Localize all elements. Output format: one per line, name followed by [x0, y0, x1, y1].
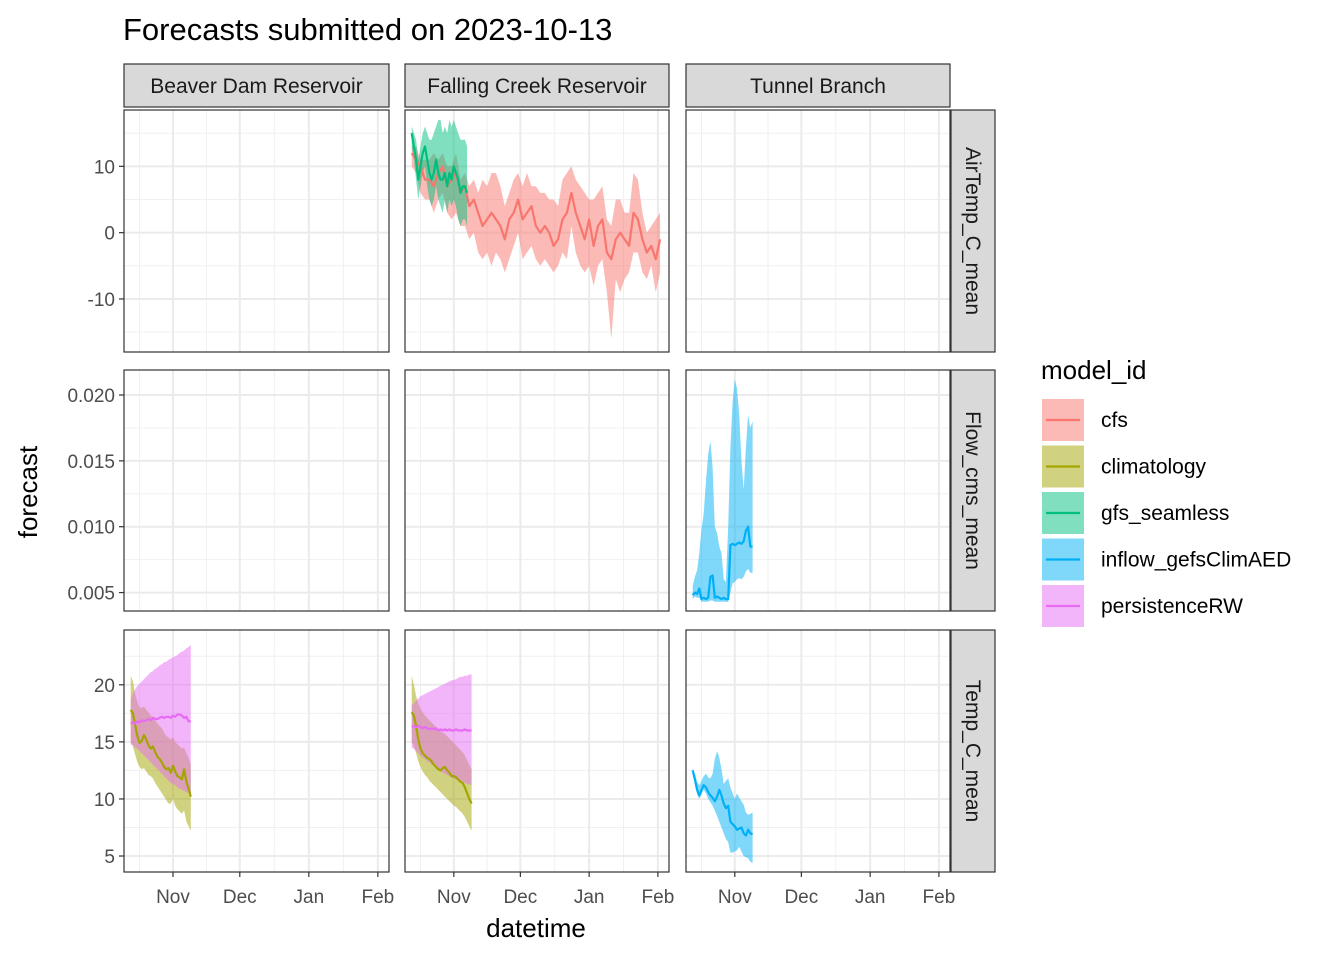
x-axis-title: datetime — [486, 913, 586, 943]
ribbon-persistencerw — [130, 644, 191, 795]
facet-strip-label: AirTemp_C_mean — [961, 147, 984, 315]
panel-border — [404, 369, 670, 612]
legend-item-persistencerw: persistenceRW — [1042, 585, 1243, 627]
y-tick-label: 10 — [94, 157, 115, 178]
panel-data — [129, 644, 192, 831]
ribbon-inflow-gefsclimaed — [692, 379, 753, 602]
facet-strip-beaver-dam-reservoir — [123, 63, 390, 108]
panel-border — [685, 109, 951, 353]
line-gfs-seamless — [410, 133, 469, 194]
panel-border — [685, 629, 951, 873]
panel-beaver-dam-reservoir-flow-cms-mean: 0.005 0.010 0.015 0.020 — [67, 369, 390, 612]
panel-background — [686, 110, 950, 352]
facet-panels: Beaver Dam Reservoir Falling Creek Reserv… — [67, 63, 996, 908]
facet-strip-label: Beaver Dam Reservoir — [150, 75, 362, 98]
panel-data — [691, 379, 753, 602]
panel-border — [404, 109, 670, 353]
gridlines — [124, 370, 389, 611]
facet-strip-falling-creek-reservoir — [404, 63, 670, 108]
legend: model_id cfs climatology gfs_seamlessinflo… — [1041, 355, 1291, 627]
panel-border — [685, 369, 951, 612]
y-tick-label: 0 — [104, 224, 115, 245]
x-tick-label: Nov — [156, 887, 190, 908]
line-persistencerw — [130, 713, 191, 725]
line-climatology — [410, 711, 473, 804]
panel-beaver-dam-reservoir-airtemp-c-mean: -10 0 10 — [88, 109, 390, 353]
x-tick-label: Dec — [223, 887, 257, 908]
gridlines — [124, 110, 389, 352]
line-inflow-gefsclimaed — [691, 525, 753, 601]
x-tick-label: Dec — [784, 887, 818, 908]
legend-item-cfs: cfs — [1042, 399, 1128, 441]
gridlines — [686, 110, 950, 352]
legend-item-climatology: climatology — [1042, 445, 1207, 488]
legend-label: climatology — [1101, 456, 1207, 479]
line-persistencerw — [411, 724, 472, 732]
x-tick-label: Feb — [923, 887, 956, 908]
panel-border — [123, 369, 390, 612]
panel-data — [410, 119, 662, 339]
x-tick-label: Feb — [361, 887, 394, 908]
panel-border — [404, 629, 670, 873]
gridlines — [405, 370, 669, 611]
y-tick-label: -10 — [88, 290, 115, 311]
y-tick-label: 20 — [94, 676, 115, 697]
panel-border — [123, 109, 390, 353]
panel-data — [691, 751, 754, 863]
x-tick-label: Dec — [503, 887, 537, 908]
panel-background — [124, 110, 389, 352]
panel-falling-creek-reservoir-temp-c-mean: Nov Dec Jan Feb — [404, 629, 675, 908]
line-inflow-gefsclimaed — [691, 770, 754, 837]
y-tick-label: 0.005 — [67, 584, 115, 605]
chart-title: Forecasts submitted on 2023-10-13 — [123, 12, 612, 47]
legend-label: persistenceRW — [1101, 595, 1243, 618]
panel-data — [410, 674, 473, 831]
facet-strip-temp-c-mean — [950, 629, 996, 873]
legend-title: model_id — [1041, 355, 1147, 385]
x-tick-label: Feb — [642, 887, 675, 908]
x-tick-label: Jan — [574, 887, 605, 908]
panel-tunnel-branch-temp-c-mean: Nov Dec Jan Feb — [685, 629, 956, 908]
y-tick-label: 5 — [104, 847, 115, 868]
facet-strip-label: Falling Creek Reservoir — [427, 75, 646, 98]
legend-label: inflow_gefsClimAED — [1101, 549, 1291, 572]
panel-tunnel-branch-flow-cms-mean — [685, 369, 951, 612]
panel-background — [124, 370, 389, 611]
panel-border — [123, 629, 390, 873]
y-tick-label: 15 — [94, 733, 115, 754]
facet-strip-tunnel-branch — [685, 63, 951, 108]
ribbon-inflow-gefsclimaed — [692, 751, 753, 863]
y-tick-label: 0.010 — [67, 518, 115, 539]
panel-falling-creek-reservoir-airtemp-c-mean — [404, 109, 670, 353]
x-tick-label: Nov — [718, 887, 752, 908]
panel-beaver-dam-reservoir-temp-c-mean: 5 10 15 20 Nov Dec Jan Feb — [94, 629, 394, 908]
legend-item-gfs-seamless: gfs_seamless — [1042, 492, 1229, 534]
panel-background — [686, 370, 950, 611]
line-climatology — [129, 709, 192, 797]
y-axis-title: forecast — [13, 445, 43, 538]
facet-strip-label: Temp_C_mean — [961, 680, 984, 822]
legend-label: cfs — [1101, 409, 1128, 432]
x-tick-label: Nov — [437, 887, 471, 908]
legend-item-inflow-gefsclimaed: inflow_gefsClimAED — [1042, 538, 1291, 581]
facet-strip-label: Tunnel Branch — [750, 75, 886, 98]
x-tick-label: Jan — [294, 887, 325, 908]
panel-tunnel-branch-airtemp-c-mean — [685, 109, 951, 353]
facet-strip-label: Flow_cms_mean — [961, 411, 984, 570]
y-tick-label: 0.015 — [67, 452, 115, 473]
y-tick-label: 0.020 — [67, 386, 115, 407]
panel-background — [405, 370, 669, 611]
legend-label: gfs_seamless — [1101, 502, 1229, 525]
facet-strip-airtemp-c-mean — [950, 109, 996, 353]
y-tick-label: 10 — [94, 790, 115, 811]
x-tick-label: Jan — [855, 887, 886, 908]
ribbon-cfs — [411, 146, 661, 339]
panel-falling-creek-reservoir-flow-cms-mean — [404, 369, 670, 612]
facet-strip-flow-cms-mean — [950, 369, 996, 612]
